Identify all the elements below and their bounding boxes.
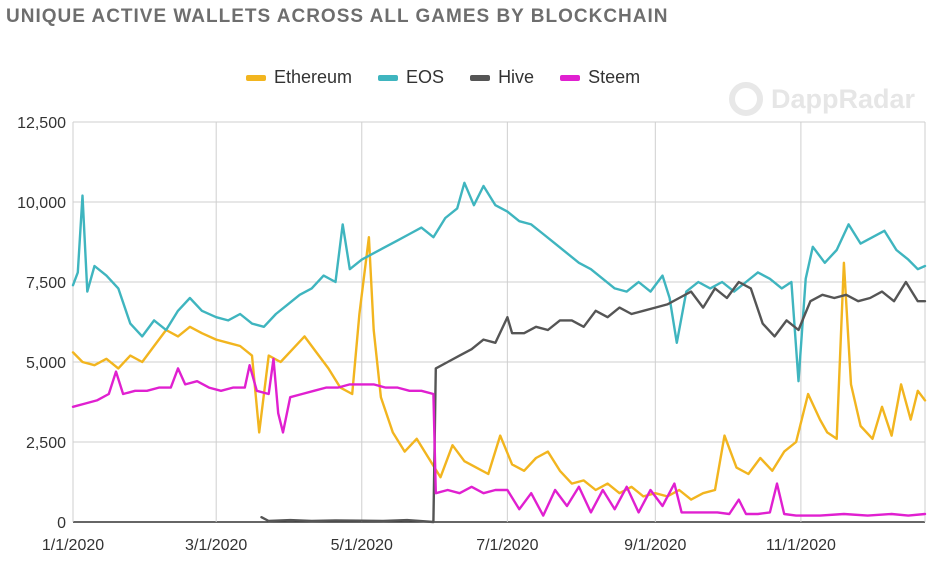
- chart-title: UNIQUE ACTIVE WALLETS ACROSS ALL GAMES B…: [6, 6, 669, 27]
- x-tick-label: 7/1/2020: [476, 537, 538, 554]
- legend-swatch-steem: [560, 74, 581, 81]
- x-axis: 1/1/2020 3/1/2020 5/1/2020 7/1/2020 9/1/2020…: [42, 537, 836, 554]
- dappradar-watermark: DappRadar: [728, 82, 915, 116]
- y-tick-label: 7,500: [26, 275, 66, 292]
- legend-item-hive[interactable]: Hive: [470, 67, 534, 88]
- y-tick-label: 12,500: [17, 115, 66, 132]
- series-line-ethereum[interactable]: [71, 235, 927, 501]
- chart-series: [71, 181, 927, 524]
- chart-grid: [72, 121, 926, 523]
- legend-item-ethereum[interactable]: Ethereum: [246, 67, 352, 88]
- x-tick-label: 5/1/2020: [331, 537, 393, 554]
- x-tick-label: 1/1/2020: [42, 537, 104, 554]
- y-tick-label: 0: [57, 515, 66, 532]
- legend-swatch-hive: [470, 74, 491, 81]
- legend-item-eos[interactable]: EOS: [378, 67, 444, 88]
- legend-label-ethereum: Ethereum: [274, 67, 353, 87]
- watermark-text: DappRadar: [770, 83, 915, 114]
- dappradar-logo-icon: [728, 82, 763, 116]
- y-tick-label: 5,000: [26, 355, 66, 372]
- y-tick-label: 10,000: [17, 195, 66, 212]
- y-axis: 0 2,500 5,000 7,500 10,000 12,500: [17, 115, 66, 532]
- chart-legend: Ethereum EOS Hive Steem: [246, 67, 640, 88]
- legend-swatch-eos: [378, 74, 399, 81]
- legend-item-steem[interactable]: Steem: [560, 67, 640, 88]
- legend-swatch-ethereum: [246, 74, 266, 81]
- x-tick-label: 11/1/2020: [766, 537, 836, 554]
- series-line-eos[interactable]: [71, 181, 927, 383]
- y-tick-label: 2,500: [26, 435, 66, 452]
- series-line-steem[interactable]: [71, 357, 927, 517]
- series-line-hive[interactable]: [260, 280, 927, 524]
- legend-label-hive: Hive: [498, 67, 535, 87]
- x-tick-label: 9/1/2020: [624, 537, 686, 554]
- x-tick-label: 3/1/2020: [185, 537, 247, 554]
- legend-label-eos: EOS: [406, 67, 445, 87]
- legend-label-steem: Steem: [588, 67, 641, 87]
